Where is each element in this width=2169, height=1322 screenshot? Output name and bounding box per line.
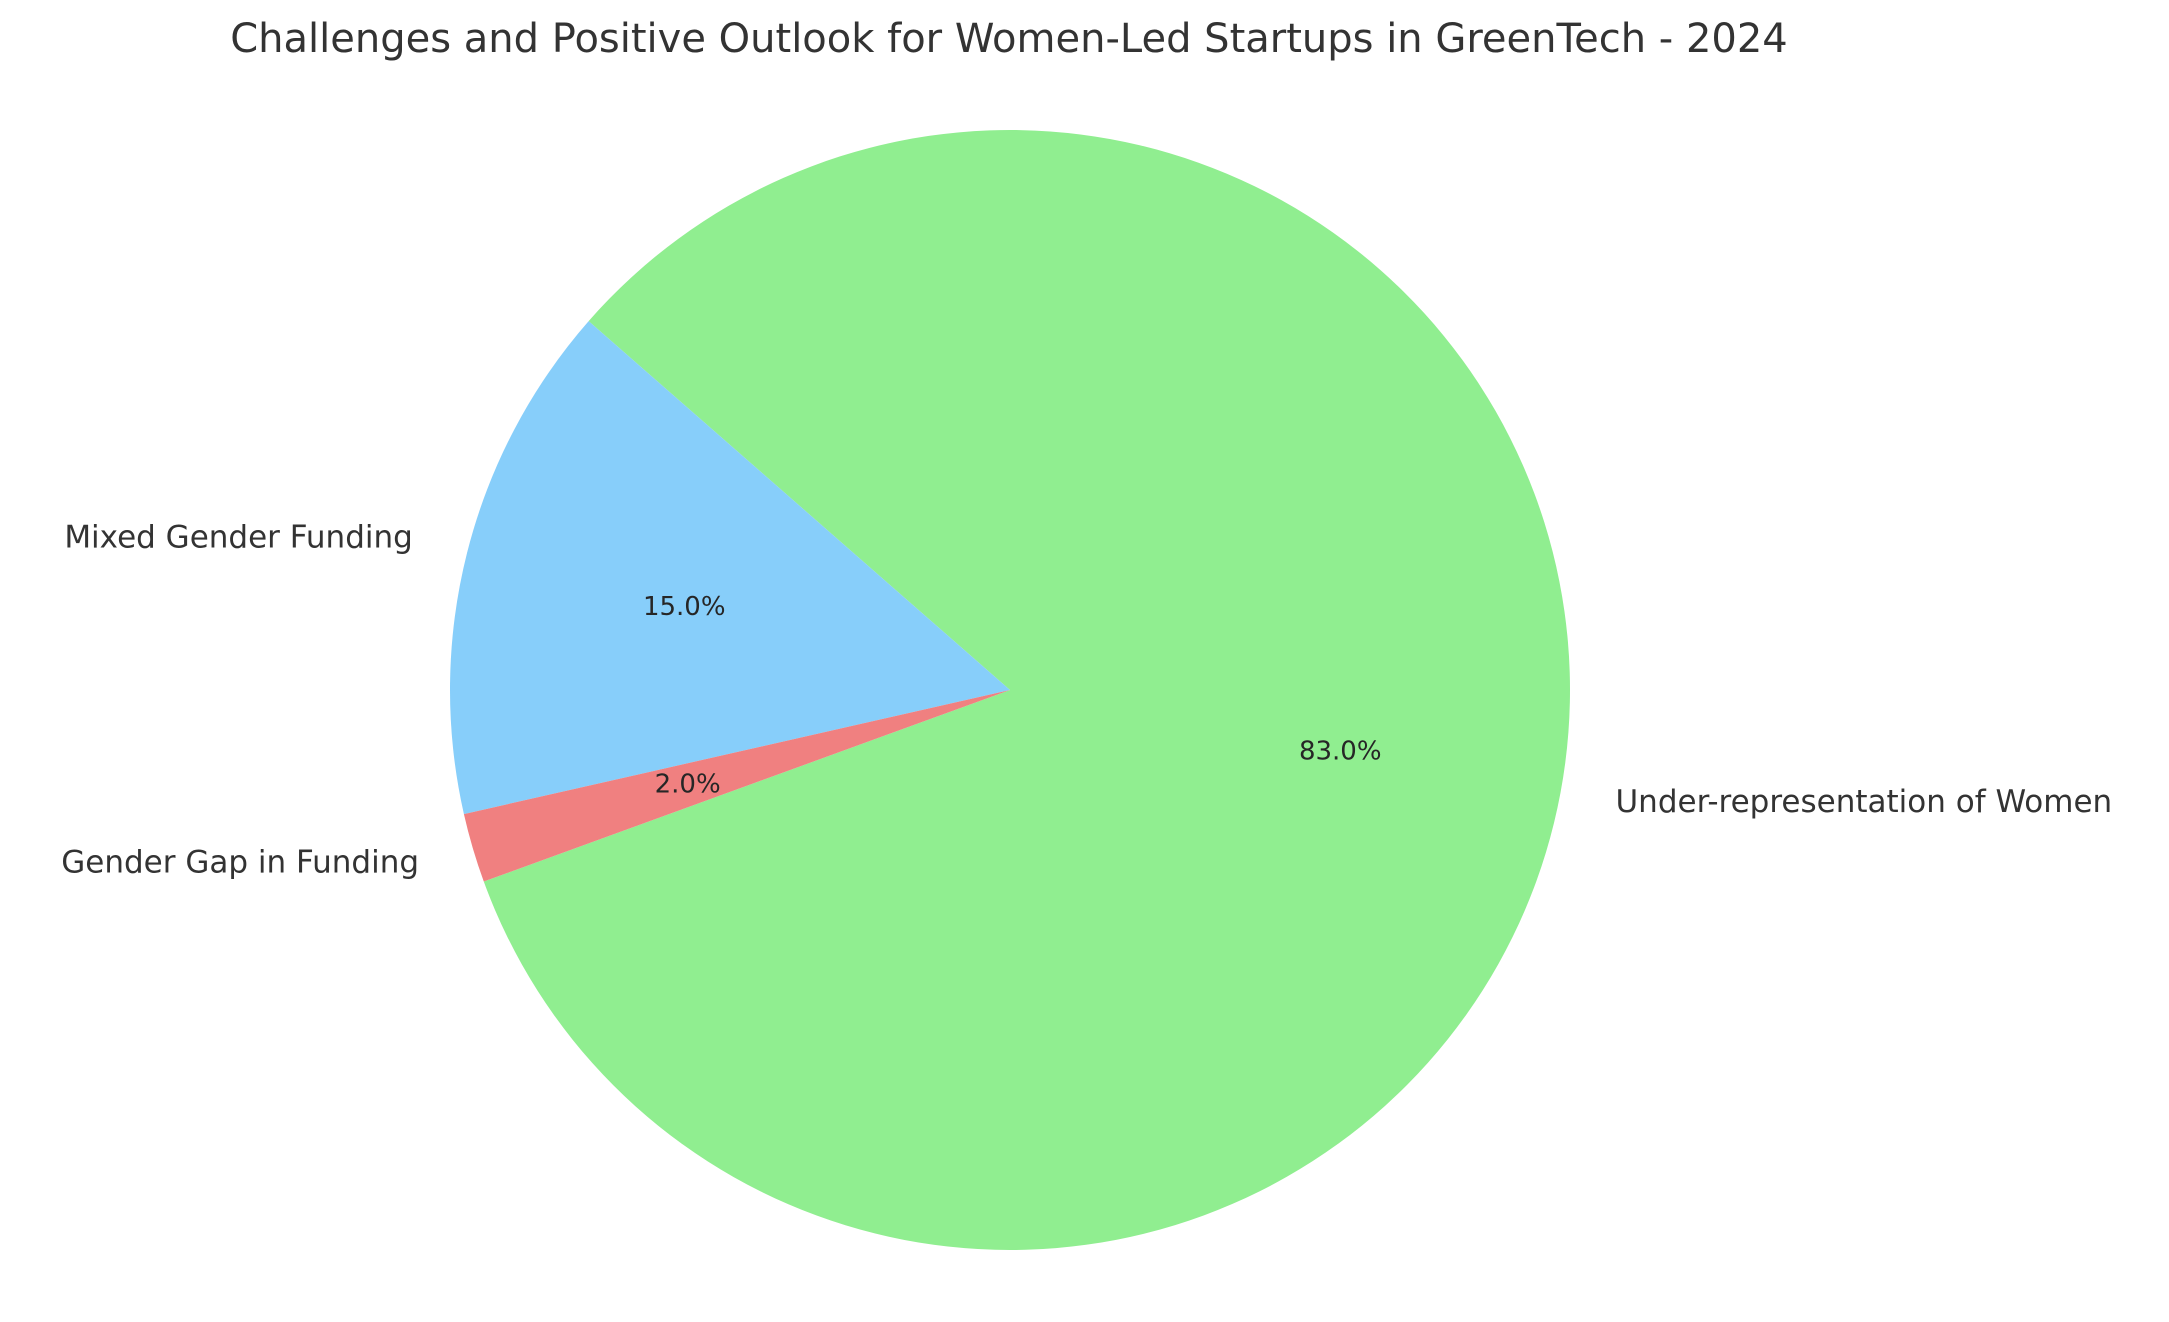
pct-label-under-representation-of-women: 83.0% [1299,736,1382,766]
pie-slice-gender-gap-in-funding [463,690,1010,882]
pct-label-gender-gap-in-funding: 2.0% [655,769,721,799]
slice-label-mixed-gender-funding: Mixed Gender Funding [64,519,413,555]
pie-labels: Under-representation of Women 83.0% Mixed … [61,519,2112,880]
pie-slice-under-representation-of-women [483,130,1571,1251]
chart-title: Challenges and Positive Outlook for Wome… [230,16,1788,62]
pie-slice-mixed-gender-funding [450,321,1010,815]
slice-label-gender-gap-in-funding: Gender Gap in Funding [61,844,419,880]
pie-slices [450,130,1571,1251]
slice-label-under-representation-of-women: Under-representation of Women [1615,784,2112,820]
pct-label-mixed-gender-funding: 15.0% [643,592,726,622]
